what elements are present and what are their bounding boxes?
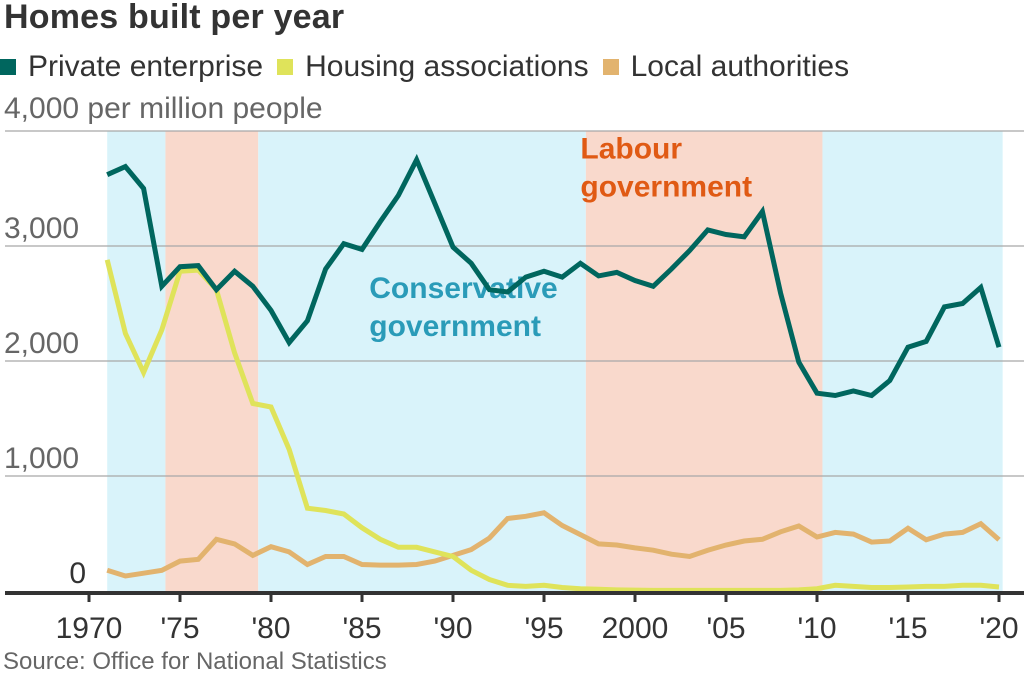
legend-item-local-authorities: Local authorities bbox=[602, 50, 850, 84]
legend-label: Private enterprise bbox=[28, 50, 264, 83]
y-tick-label: 2,000 bbox=[4, 327, 79, 360]
x-tick-label: 2000 bbox=[602, 612, 669, 645]
annotation-line: government bbox=[580, 171, 752, 204]
y-tick-label: 3,000 bbox=[4, 212, 79, 245]
x-tick-label: '85 bbox=[342, 612, 381, 645]
x-tick-label: '10 bbox=[797, 612, 836, 645]
gridlines: 0 1,000 2,000 3,000 bbox=[4, 130, 1024, 590]
annotations: Conservative government Labour government bbox=[369, 133, 752, 343]
legend-swatch-local-authorities bbox=[602, 59, 619, 75]
annotation-labour: Labour government bbox=[580, 133, 752, 204]
series-line-housing-associations bbox=[104, 259, 1000, 593]
legend-label: Housing associations bbox=[305, 50, 589, 83]
legend-swatch-housing-associations bbox=[277, 59, 294, 75]
x-tick-label: '80 bbox=[251, 612, 290, 645]
x-tick-label: '15 bbox=[888, 612, 927, 645]
annotation-line: Labour bbox=[580, 133, 682, 166]
x-tick-label: '05 bbox=[706, 612, 745, 645]
y-axis-unit-label: 4,000 per million people bbox=[4, 92, 323, 125]
annotation-conservative: Conservative government bbox=[369, 272, 557, 343]
source-note: Source: Office for National Statistics bbox=[3, 648, 387, 675]
series-line-private-enterprise bbox=[106, 153, 1002, 399]
legend-label: Local authorities bbox=[630, 50, 850, 83]
x-tick-label: '95 bbox=[524, 612, 563, 645]
x-tick-label: '90 bbox=[433, 612, 472, 645]
chart-title: Homes built per year bbox=[4, 0, 345, 36]
x-tick-label: '75 bbox=[160, 612, 199, 645]
legend: Private enterprise Housing associations … bbox=[0, 50, 863, 84]
x-tick-label: '20 bbox=[979, 612, 1018, 645]
series-lines bbox=[104, 153, 1002, 593]
x-tick-label: 1970 bbox=[56, 612, 123, 645]
y-tick-label: 1,000 bbox=[4, 442, 79, 475]
x-axis: 1970 '75 '80 '85 '90 '95 2000 '05 '10 '15 '20 bbox=[5, 591, 1024, 645]
legend-swatch-private-enterprise bbox=[0, 59, 16, 75]
legend-item-private-enterprise: Private enterprise bbox=[0, 50, 263, 84]
annotation-line: government bbox=[369, 310, 541, 343]
legend-item-housing-associations: Housing associations bbox=[277, 50, 589, 84]
series-line-local-authorities bbox=[106, 510, 1001, 579]
y-tick-label: 0 bbox=[69, 557, 86, 590]
